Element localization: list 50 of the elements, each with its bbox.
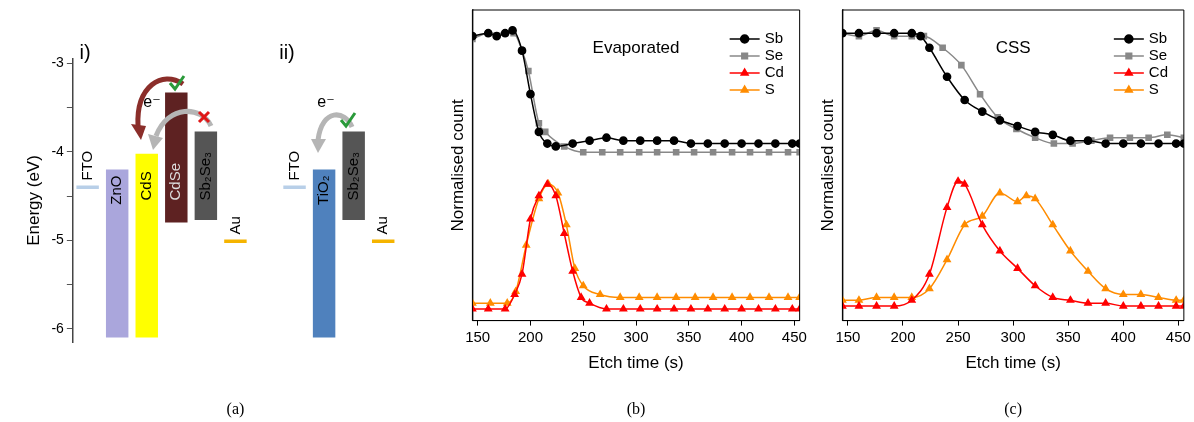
text: (a) xyxy=(226,400,245,419)
legend-label: Se xyxy=(764,46,784,64)
x-tick-label: 350 xyxy=(676,327,702,345)
category-label: TiO₂ xyxy=(314,175,332,205)
legend-label: Cd xyxy=(1148,63,1169,81)
annotation: ii) xyxy=(279,40,295,63)
x-tick-label: 150 xyxy=(465,327,491,345)
category-label: Sb₂Se₃ xyxy=(196,151,214,201)
x-tick-label: 400 xyxy=(1110,327,1136,345)
legend-label: S xyxy=(1148,80,1159,98)
y-axis-title: Normalised count xyxy=(817,98,837,232)
x-tick-label: 200 xyxy=(517,327,543,345)
x-tick-label: 400 xyxy=(729,327,755,345)
chart-title: CSS xyxy=(995,37,1031,57)
x-tick-label: 300 xyxy=(1000,327,1026,345)
category-label: FTO xyxy=(77,150,95,181)
x-tick-label: 200 xyxy=(890,327,916,345)
category-label: Au xyxy=(225,216,243,235)
legend-label: Se xyxy=(1148,46,1168,64)
text: (c) xyxy=(1004,400,1023,419)
category-label: FTO xyxy=(284,150,302,181)
text: (b) xyxy=(626,400,646,419)
x-tick-label: 450 xyxy=(781,327,807,345)
y-tick-label: -5 xyxy=(51,231,65,248)
category-label: Sb₂Se₃ xyxy=(343,151,361,201)
y-tick-label: -3 xyxy=(51,54,65,71)
chart-title: Evaporated xyxy=(592,37,680,57)
y-tick-label: -4 xyxy=(51,142,65,159)
x-axis-title: Etch time (s) xyxy=(588,353,684,373)
y-axis-title: Normalised count xyxy=(447,98,467,232)
x-tick-label: 450 xyxy=(1165,327,1191,345)
annotation: e⁻ xyxy=(143,93,161,111)
category-label: Au xyxy=(373,216,391,235)
legend-label: Cd xyxy=(764,63,784,81)
legend-label: S xyxy=(764,80,775,98)
y-axis-title: Energy (eV) xyxy=(23,155,43,246)
legend-label: Sb xyxy=(1148,29,1168,47)
x-tick-label: 350 xyxy=(1055,327,1081,345)
x-tick-label: 250 xyxy=(570,327,596,345)
x-tick-label: 150 xyxy=(835,327,861,345)
category-label: CdS xyxy=(136,171,154,201)
annotation: i) xyxy=(79,40,91,63)
category-label: CdSe xyxy=(166,162,184,201)
category-label: ZnO xyxy=(107,175,125,205)
x-tick-label: 300 xyxy=(623,327,649,345)
x-tick-label: 250 xyxy=(945,327,971,345)
legend-label: Sb xyxy=(764,29,784,47)
x-axis-title: Etch time (s) xyxy=(965,353,1061,373)
annotation: e⁻ xyxy=(317,93,335,111)
y-tick-label: -6 xyxy=(51,319,65,336)
